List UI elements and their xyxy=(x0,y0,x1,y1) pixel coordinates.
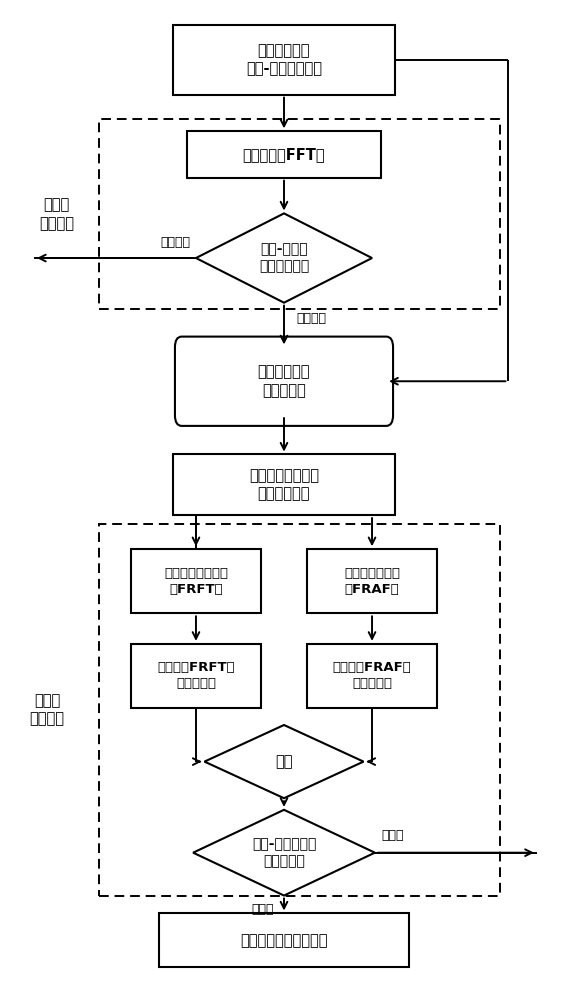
Text: 雷达回波脉压
距离-脉冲回波数据: 雷达回波脉压 距离-脉冲回波数据 xyxy=(246,43,322,77)
Text: 分数阶模糊函数
（FRAF）: 分数阶模糊函数 （FRAF） xyxy=(344,567,400,596)
Polygon shape xyxy=(196,213,372,303)
Text: 分数阶傅立叶变换
（FRFT）: 分数阶傅立叶变换 （FRFT） xyxy=(164,567,228,596)
FancyBboxPatch shape xyxy=(307,549,437,613)
Text: 第二级
积累检测: 第二级 积累检测 xyxy=(30,693,65,727)
Text: 存储过门限的
距离单元号: 存储过门限的 距离单元号 xyxy=(258,364,310,398)
Text: 脉间积累（FFT）: 脉间积累（FFT） xyxy=(243,147,325,162)
Text: 计算最佳FRAF域
输出信杂比: 计算最佳FRAF域 输出信杂比 xyxy=(333,661,411,690)
FancyBboxPatch shape xyxy=(173,454,395,515)
Text: 低于门限: 低于门限 xyxy=(160,236,190,249)
Text: 目标运动特征参数估计: 目标运动特征参数估计 xyxy=(240,933,328,948)
FancyBboxPatch shape xyxy=(159,913,409,967)
FancyBboxPatch shape xyxy=(307,644,437,708)
Polygon shape xyxy=(204,725,364,798)
FancyBboxPatch shape xyxy=(175,337,393,426)
Text: 高于门限: 高于门限 xyxy=(296,312,327,325)
Text: 计算最佳FRFT域
输出信杂比: 计算最佳FRFT域 输出信杂比 xyxy=(157,661,235,690)
Text: 构建过门限的距离
单元回波数据: 构建过门限的距离 单元回波数据 xyxy=(249,468,319,502)
Polygon shape xyxy=(193,810,375,896)
Text: 距离-多普勒
域过门限检测: 距离-多普勒 域过门限检测 xyxy=(259,242,309,274)
Text: 距离-最佳变换域
恒虚警检测: 距离-最佳变换域 恒虚警检测 xyxy=(252,837,316,868)
Text: 有目标: 有目标 xyxy=(251,903,274,916)
Text: 第一级
积累检测: 第一级 积累检测 xyxy=(39,197,74,231)
FancyBboxPatch shape xyxy=(187,131,381,178)
FancyBboxPatch shape xyxy=(131,549,261,613)
FancyBboxPatch shape xyxy=(173,25,395,95)
Text: 无目标: 无目标 xyxy=(382,829,404,842)
FancyBboxPatch shape xyxy=(131,644,261,708)
Text: 选大: 选大 xyxy=(275,754,293,769)
